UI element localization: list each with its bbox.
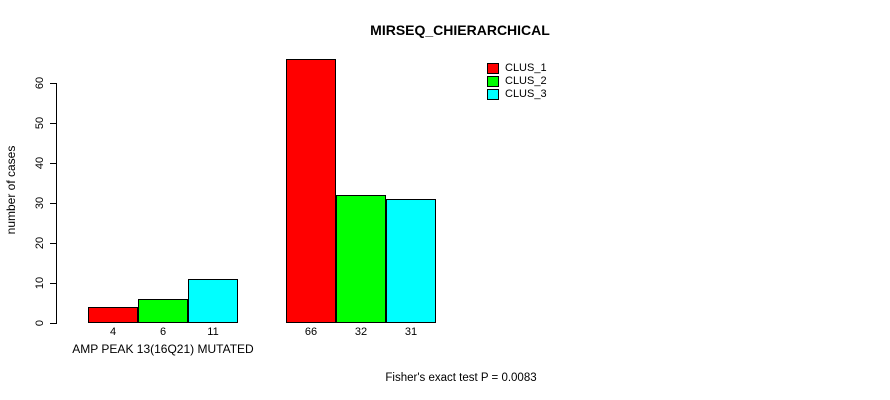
- legend-item-clus_1: CLUS_1: [487, 62, 547, 75]
- bar-value-label: 66: [304, 326, 318, 338]
- bar-value-label: 11: [207, 326, 219, 338]
- legend-swatch-icon: [487, 76, 499, 87]
- bar-clus_2-group1: [138, 299, 188, 323]
- legend-label: CLUS_1: [505, 62, 547, 74]
- y-axis-line: [56, 83, 57, 324]
- y-axis-label: number of cases: [4, 145, 18, 235]
- bar-value-label: 32: [354, 326, 368, 338]
- legend-item-clus_3: CLUS_3: [487, 88, 547, 101]
- legend-item-clus_2: CLUS_2: [487, 75, 547, 88]
- chart-title: MIRSEQ_CHIERARCHICAL: [370, 22, 550, 38]
- y-axis-tick-label: 40: [34, 156, 46, 170]
- bar-clus_2-group2: [336, 195, 386, 323]
- y-axis-tick: [50, 163, 56, 164]
- legend: CLUS_1 CLUS_2 CLUS_3: [487, 62, 547, 101]
- y-axis-tick: [50, 323, 56, 324]
- y-axis-tick-label: 20: [34, 236, 46, 250]
- bar-clus_1-group1: [88, 307, 138, 323]
- legend-label: CLUS_3: [505, 88, 547, 100]
- y-axis-tick-label: 50: [34, 116, 46, 130]
- bar-clus_3-group1: [188, 279, 238, 323]
- y-axis-tick: [50, 243, 56, 244]
- bar-value-label: 31: [404, 326, 418, 338]
- y-axis-tick-label: 30: [34, 196, 46, 210]
- y-axis-tick-label: 10: [34, 276, 46, 290]
- bar-value-label: 6: [159, 326, 167, 338]
- bar-clus_3-group2: [386, 199, 436, 323]
- bar-clus_1-group2: [286, 59, 336, 323]
- y-axis-tick: [50, 83, 56, 84]
- y-axis-tick: [50, 203, 56, 204]
- legend-swatch-icon: [487, 89, 499, 100]
- y-axis-tick: [50, 283, 56, 284]
- y-axis-tick: [50, 123, 56, 124]
- annotation-fisher-test: Fisher's exact test P = 0.0083: [385, 372, 537, 384]
- legend-swatch-icon: [487, 63, 499, 74]
- y-axis-tick-label: 60: [34, 76, 46, 90]
- legend-label: CLUS_2: [505, 75, 547, 87]
- y-axis-tick-label: 0: [34, 319, 46, 327]
- x-axis-group-label: AMP PEAK 13(16Q21) MUTATED: [72, 342, 254, 356]
- bar-value-label: 4: [109, 326, 117, 338]
